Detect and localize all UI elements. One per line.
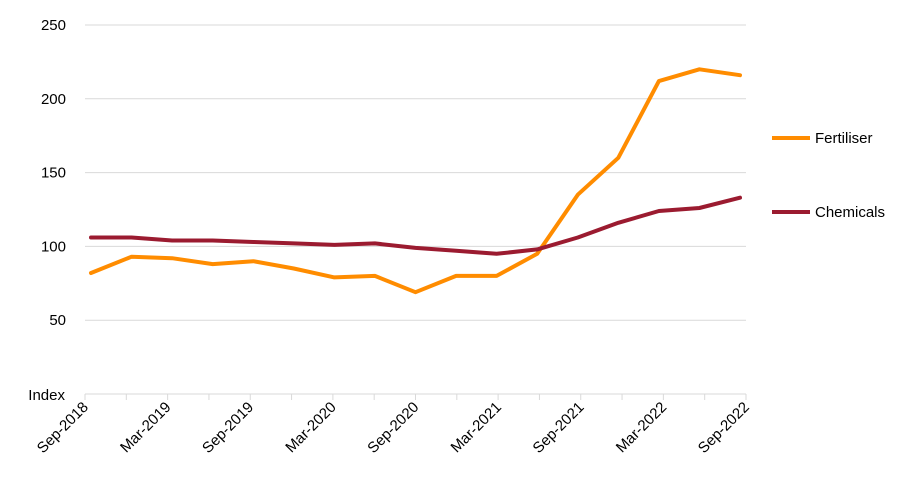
y-tick-label: 200 [41,91,66,108]
y-tick-label: 50 [49,312,66,329]
legend: Fertiliser Chemicals [772,130,885,221]
legend-label-fertiliser: Fertiliser [815,130,873,147]
x-tick-label: Sep-2020 [364,399,422,457]
y-axis-title: Index [28,387,65,404]
legend-label-chemicals: Chemicals [815,204,885,221]
x-axis-tick-labels: Sep-2018 Mar-2019 Sep-2019 Mar-2020 Sep-2020… [34,399,753,457]
x-tick-label: Mar-2020 [282,399,339,456]
gridlines [85,24,746,321]
series-line-chemicals [89,195,742,256]
x-tick-label: Sep-2022 [695,399,753,457]
y-axis-tick-labels: 50 100 150 200 250 [41,17,66,329]
y-tick-label: 250 [41,17,66,34]
series-lines [89,67,742,295]
x-tick-label: Sep-2018 [34,399,92,457]
x-tick-label: Mar-2022 [613,399,670,456]
series-line-fertiliser [89,67,742,295]
y-tick-label: 150 [41,165,66,182]
x-tick-label: Mar-2021 [448,399,505,456]
x-tick-label: Sep-2019 [199,399,257,457]
x-axis [84,393,747,400]
x-tick-label: Sep-2021 [530,399,588,457]
y-tick-label: 100 [41,238,66,255]
x-tick-label: Mar-2019 [117,399,174,456]
